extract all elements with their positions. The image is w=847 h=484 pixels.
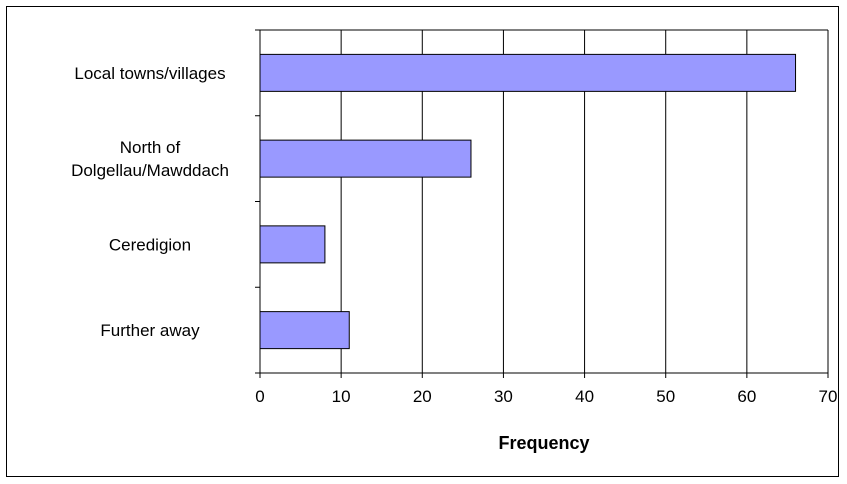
x-tick-label-0: 0 xyxy=(255,387,264,406)
bar-1 xyxy=(259,139,472,178)
y-category-label-3: Further away xyxy=(100,321,200,340)
y-category-label-1: North of Dolgellau/Mawddach xyxy=(71,138,229,180)
y-category-label-line: Ceredigion xyxy=(109,235,191,254)
x-axis-title: Frequency xyxy=(498,433,589,453)
axes xyxy=(255,29,829,378)
x-tick-label-40: 40 xyxy=(575,387,594,406)
bars xyxy=(259,53,797,350)
bar-2 xyxy=(259,225,326,264)
y-category-label-line: Local towns/villages xyxy=(74,64,225,83)
y-category-label-line: North of xyxy=(120,138,181,157)
x-tick-label-50: 50 xyxy=(656,387,675,406)
x-tick-label-70: 70 xyxy=(819,387,838,406)
labels: 0 10 20 30 40 50 60 70 Local towns/villages North… xyxy=(71,64,837,406)
x-tick-label-20: 20 xyxy=(413,387,432,406)
y-category-label-2: Ceredigion xyxy=(109,235,191,254)
x-tick-label-10: 10 xyxy=(332,387,351,406)
y-category-label-line: Dolgellau/Mawddach xyxy=(71,161,229,180)
x-tick-label-30: 30 xyxy=(494,387,513,406)
bar-0 xyxy=(259,53,797,92)
bar-3 xyxy=(259,311,350,350)
y-category-label-0: Local towns/villages xyxy=(74,64,225,83)
x-tick-label-60: 60 xyxy=(737,387,756,406)
y-category-label-line: Further away xyxy=(100,321,200,340)
